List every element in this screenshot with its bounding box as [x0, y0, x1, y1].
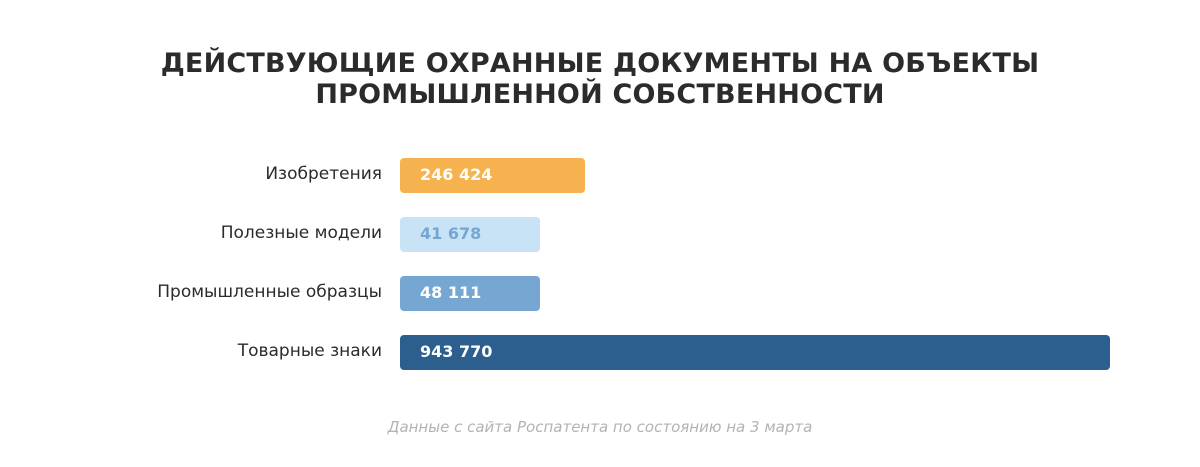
bar: [400, 275, 540, 311]
category-label: Изобретения: [265, 164, 382, 184]
bar: [400, 157, 585, 193]
chart-title-line-1: ДЕЙСТВУЮЩИЕ ОХРАННЫЕ ДОКУМЕНТЫ НА ОБЪЕКТ…: [160, 48, 1040, 79]
bar-value-label: 246 424: [420, 165, 493, 184]
bar: [400, 216, 540, 252]
bar: [400, 334, 1110, 370]
bar-value-label: 48 111: [420, 283, 482, 302]
category-label: Промышленные образцы: [157, 282, 382, 302]
chart-title: ДЕЙСТВУЮЩИЕ ОХРАННЫЕ ДОКУМЕНТЫ НА ОБЪЕКТ…: [0, 48, 1200, 110]
category-label: Полезные модели: [220, 223, 382, 243]
source-footnote: Данные с сайта Роспатента по состоянию н…: [387, 418, 813, 436]
category-label: Товарные знаки: [237, 341, 382, 361]
bar-value-label: 41 678: [420, 224, 482, 243]
chart-title-line-2: ПРОМЫШЛЕННОЙ СОБСТВЕННОСТИ: [315, 79, 885, 110]
bar-value-label: 943 770: [420, 342, 493, 361]
